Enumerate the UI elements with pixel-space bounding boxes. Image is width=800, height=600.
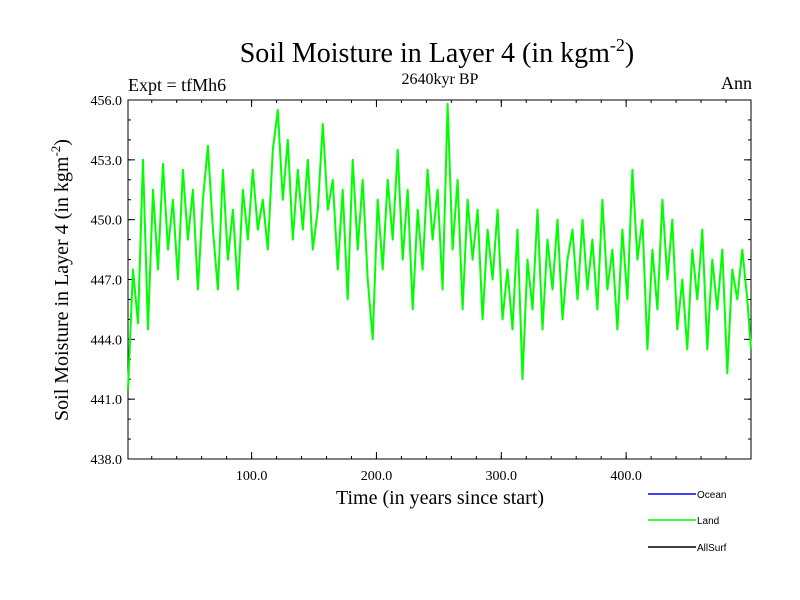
y-tick-label: 438.0	[91, 453, 123, 468]
plot-frame	[127, 99, 752, 460]
x-tick-label: 400.0	[610, 469, 642, 484]
legend-label-allsurf: AllSurf	[697, 543, 727, 554]
experiment-label: Expt = tfMh6	[128, 75, 226, 95]
legend-label-land: Land	[697, 516, 719, 527]
x-tick-label: 200.0	[361, 469, 393, 484]
y-axis: 438.0 441.0 444.0 447.0 450.0 453.0 456.0	[91, 94, 751, 468]
period-label: 2640kyr BP	[402, 71, 479, 88]
y-tick-label: 447.0	[91, 274, 123, 289]
x-tick-label: 100.0	[236, 469, 268, 484]
y-axis-label: Soil Moisture in Layer 4 (in kgm-2)	[48, 139, 73, 421]
series-group	[127, 103, 752, 390]
x-axis: 100.0 200.0 300.0 400.0	[151, 100, 727, 484]
y-tick-label: 441.0	[91, 393, 123, 408]
series-line-land	[127, 103, 752, 390]
legend: Ocean Land AllSurf	[648, 490, 727, 554]
y-tick-label: 453.0	[91, 154, 123, 169]
x-tick-label: 300.0	[486, 469, 518, 484]
season-label: Ann	[721, 73, 752, 93]
legend-label-ocean: Ocean	[697, 490, 726, 501]
y-tick-label: 450.0	[91, 214, 123, 229]
x-axis-label: Time (in years since start)	[336, 487, 544, 509]
chart-title: Soil Moisture in Layer 4 (in kgm-2)	[240, 35, 635, 69]
y-tick-label: 444.0	[91, 333, 123, 348]
y-tick-label: 456.0	[91, 94, 123, 109]
